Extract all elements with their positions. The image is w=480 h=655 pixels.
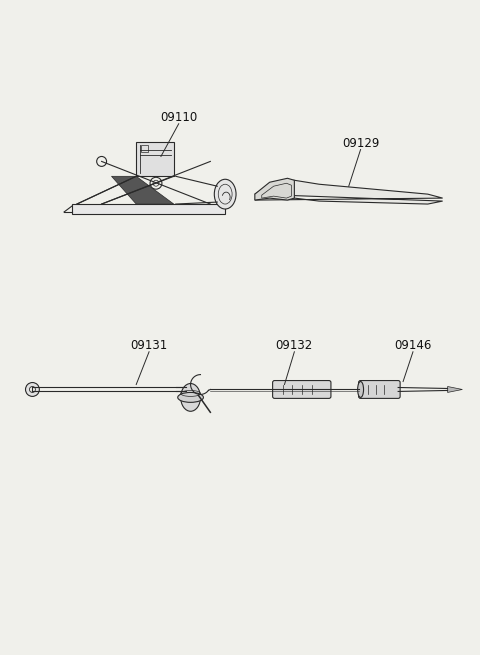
Polygon shape [255,178,294,200]
FancyBboxPatch shape [136,141,174,176]
Ellipse shape [178,392,204,402]
Text: 09110: 09110 [160,111,197,124]
Polygon shape [359,386,376,392]
Text: 09131: 09131 [131,339,168,352]
Circle shape [153,180,159,186]
Text: 09132: 09132 [276,339,313,352]
Circle shape [29,386,36,392]
Circle shape [25,383,39,396]
Circle shape [96,157,107,166]
Polygon shape [447,386,462,392]
Ellipse shape [180,384,201,411]
Ellipse shape [214,179,236,209]
Ellipse shape [358,382,363,398]
FancyBboxPatch shape [72,204,225,214]
Circle shape [150,178,162,189]
Polygon shape [255,180,443,204]
FancyBboxPatch shape [359,381,400,398]
Text: 09129: 09129 [342,136,379,149]
Polygon shape [111,176,174,204]
Text: 09146: 09146 [394,339,432,352]
FancyBboxPatch shape [273,381,331,398]
